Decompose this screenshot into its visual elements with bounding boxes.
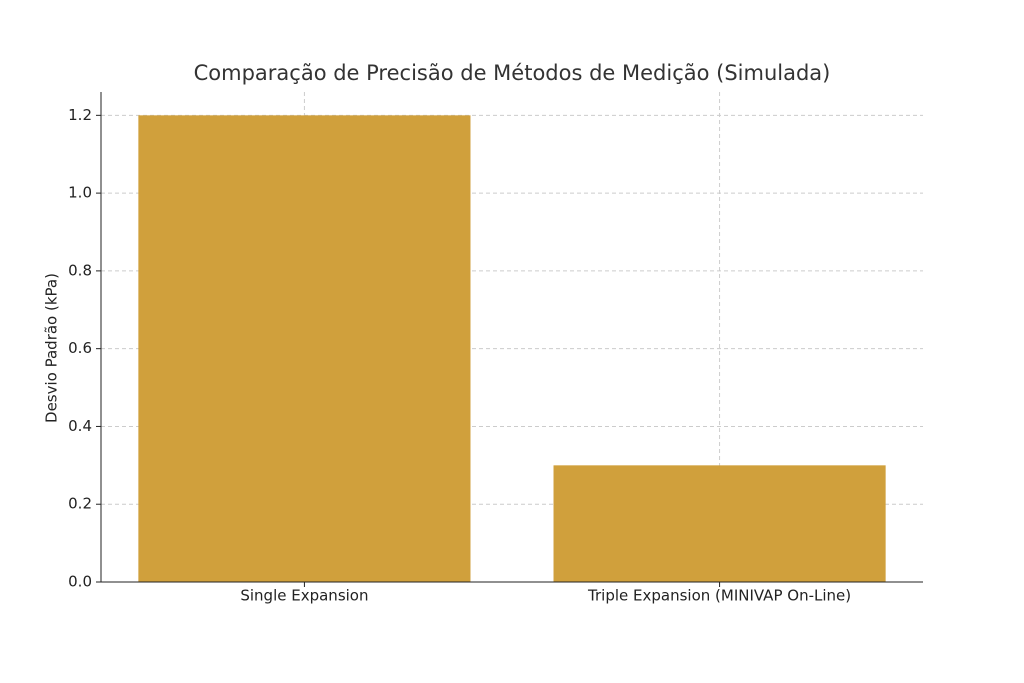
bar — [138, 115, 471, 582]
y-tick-label: 0.2 — [68, 495, 92, 513]
bar — [553, 465, 886, 582]
y-tick-label: 0.0 — [68, 573, 92, 591]
x-tick-label: Single Expansion — [240, 587, 368, 605]
y-tick-label: 0.6 — [68, 339, 92, 357]
y-tick-label: 1.2 — [68, 106, 92, 124]
x-tick-label: Triple Expansion (MINIVAP On-Line) — [587, 587, 851, 605]
chart-title: Comparação de Precisão de Métodos de Med… — [194, 61, 831, 85]
y-axis-label: Desvio Padrão (kPa) — [43, 273, 61, 423]
y-tick-label: 0.4 — [68, 417, 92, 435]
y-tick-label: 0.8 — [68, 261, 92, 279]
y-tick-label: 1.0 — [68, 184, 92, 202]
